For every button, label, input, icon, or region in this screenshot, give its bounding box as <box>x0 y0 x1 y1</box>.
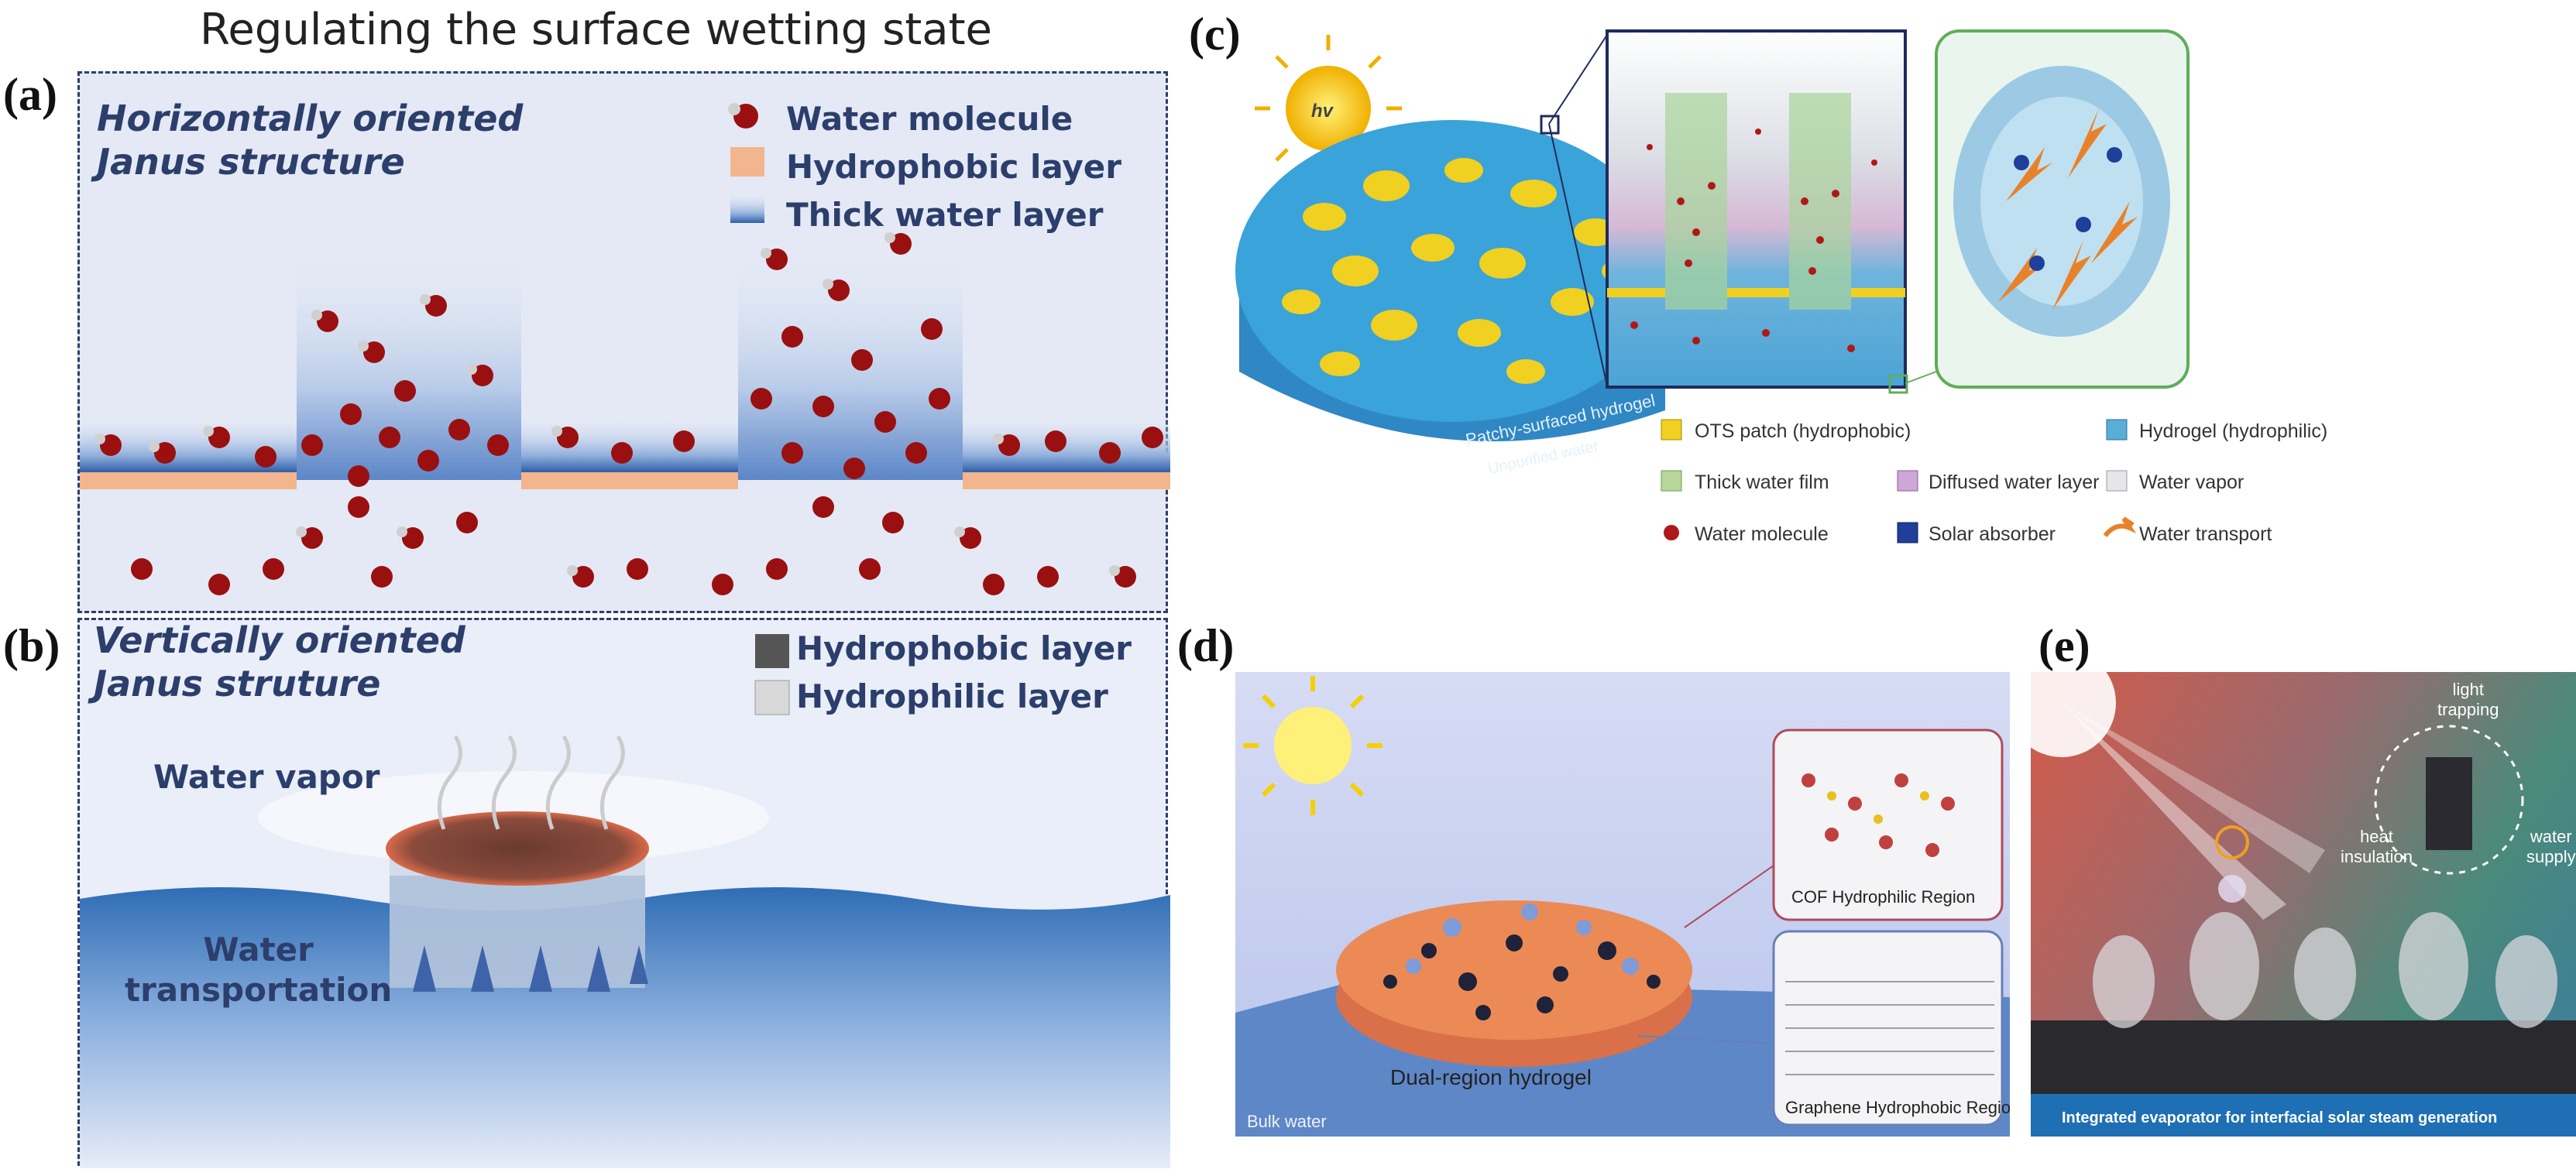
water-transport-line1: Water <box>203 931 314 969</box>
cof-region-label: COF Hydrophilic Region <box>1791 887 1976 907</box>
legend-water-vapor: Water vapor <box>2139 471 2245 493</box>
light-burst-icon <box>2031 672 2116 757</box>
panel-a-illustration <box>80 103 1170 595</box>
panel-c-illustration <box>1235 29 2190 543</box>
panel-a-heading-line2: Janus structure <box>97 141 405 183</box>
legend-hydrophobic-layer: Hydrophobic layer <box>786 148 1121 186</box>
panel-a-legend: Water molecule Hydrophobic layer Thick w… <box>786 95 1121 239</box>
panel-c: hv Patchy-surfaced hydrogel Unpurified w… <box>1231 8 2576 612</box>
legend-diffused-water-layer: Diffused water layer <box>1929 471 2100 493</box>
panel-b: Vertically oriented Janus struture Hydro… <box>77 618 1170 1168</box>
patchy-hydrogel-disk <box>1235 120 1669 422</box>
sun-icon <box>1274 707 1352 784</box>
heat-insulation-label: heat insulation <box>2341 827 2413 867</box>
hv-label: hv <box>1311 101 1334 122</box>
light-label-2: trapping <box>2437 700 2499 719</box>
legend-ots-patch: OTS patch (hydrophobic) <box>1695 420 1911 442</box>
legend-water-molecule: Water molecule <box>786 100 1073 138</box>
light-label-1: light <box>2452 680 2484 699</box>
heat-label-1: heat <box>2360 827 2393 846</box>
panel-d-label: (d) <box>1177 620 1235 671</box>
legend-thick-water-film: Thick water film <box>1695 471 1829 493</box>
panel-e-illustration <box>2031 672 2576 1137</box>
legend-hydrophobic-texture <box>755 634 789 668</box>
panel-d: COF Hydrophilic Region Graphene Hydropho… <box>1235 672 2010 1137</box>
legend-solar-absorber: Solar absorber <box>1929 523 2056 545</box>
panel-e-label: (e) <box>2038 620 2090 671</box>
legend-water-layer-swatch <box>730 194 764 223</box>
panel-c-label: (c) <box>1189 9 1241 60</box>
zoom-inset-surface <box>1606 29 1907 389</box>
panel-e: light trapping heat insulation water sup… <box>2031 672 2576 1137</box>
legend-water-transport: Water transport <box>2139 523 2272 545</box>
legend-hydrogel: Hydrogel (hydrophilic) <box>2139 420 2328 442</box>
legend-hydrophobic-layer-b: Hydrophobic layer <box>796 629 1132 667</box>
panel-b-legend: Hydrophobic layer Hydrophilic layer <box>796 625 1132 721</box>
water-vapor-label: Water vapor <box>153 758 380 796</box>
panel-a-heading: Horizontally oriented Janus structure <box>97 97 523 183</box>
panel-b-label: (b) <box>3 620 60 671</box>
water-transport-line2: transportation <box>125 971 393 1009</box>
sun-icon <box>1286 66 1371 151</box>
panel-b-heading-line1: Vertically oriented <box>94 619 465 661</box>
dual-region-hydrogel <box>1336 900 1692 1040</box>
heat-label-2: insulation <box>2341 847 2413 866</box>
panel-b-heading-line2: Janus struture <box>94 663 381 705</box>
legend-water-molecule-c: Water molecule <box>1695 523 1829 545</box>
panel-a: Horizontally oriented Janus structure Wa… <box>77 71 1170 613</box>
legend-hydrophilic-texture <box>754 680 790 715</box>
cof-inset <box>1772 729 2004 921</box>
panel-a-label: (a) <box>3 69 57 120</box>
water-label-2: supply <box>2526 847 2576 866</box>
panel-e-caption: Integrated evaporator for interfacial so… <box>2062 1109 2498 1126</box>
hydrogel-label: Dual-region hydrogel <box>1390 1065 1592 1089</box>
panel-b-heading: Vertically oriented Janus struture <box>94 619 465 705</box>
light-trapping-label: light trapping <box>2437 680 2499 720</box>
panel-b-illustration <box>80 634 1170 1168</box>
water-label-1: water <box>2530 827 2572 846</box>
panel-a-heading-line1: Horizontally oriented <box>97 98 524 139</box>
figure-title: Regulating the surface wetting state <box>200 5 993 55</box>
graphene-region-label: Graphene Hydrophobic Region <box>1785 1098 2010 1117</box>
water-transport-label: Water transportation <box>125 930 392 1010</box>
legend-hydrophilic-layer-b: Hydrophilic layer <box>796 677 1108 715</box>
panel-d-illustration <box>1235 676 2010 1137</box>
legend-hydrophobic-swatch <box>730 147 764 177</box>
legend-thick-water-layer: Thick water layer <box>786 196 1104 234</box>
water-supply-label: water supply <box>2526 827 2576 867</box>
water-molecule-cluster <box>100 233 1163 595</box>
bulk-water-label: Bulk water <box>1247 1112 1327 1131</box>
